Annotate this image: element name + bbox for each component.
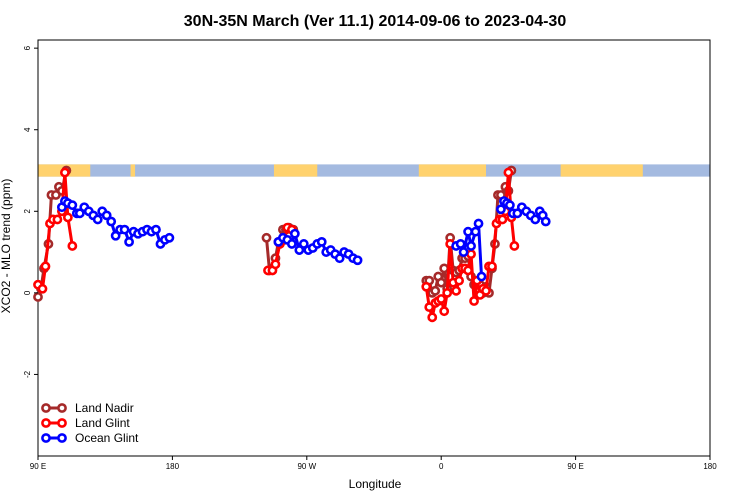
data-point bbox=[298, 239, 309, 249]
data-point bbox=[466, 249, 476, 260]
data-point bbox=[59, 167, 70, 178]
data-point bbox=[473, 218, 484, 229]
data-point bbox=[37, 283, 48, 294]
series-land-nadir bbox=[33, 165, 517, 302]
data-point bbox=[436, 294, 447, 304]
x-tick-label: 0 bbox=[439, 462, 444, 471]
data-point bbox=[289, 228, 300, 239]
data-point bbox=[67, 241, 78, 251]
data-point bbox=[469, 296, 479, 306]
data-point bbox=[530, 214, 541, 225]
data-point bbox=[497, 214, 508, 225]
y-axis: -2 0 2 4 6 bbox=[23, 45, 38, 378]
legend-swatch-marker bbox=[41, 418, 51, 428]
data-point bbox=[455, 239, 466, 249]
legend-label: Land Nadir bbox=[75, 401, 134, 415]
x-tick-label: 90 E bbox=[30, 462, 46, 471]
data-point bbox=[458, 247, 469, 257]
land-band-segment bbox=[418, 164, 486, 177]
series-layer bbox=[33, 165, 551, 323]
data-point bbox=[439, 306, 450, 317]
legend-swatch-marker bbox=[41, 403, 51, 413]
data-point bbox=[92, 214, 103, 225]
data-point bbox=[270, 259, 281, 270]
data-point bbox=[101, 210, 112, 221]
ocean-band bbox=[38, 164, 710, 177]
land-band-segment bbox=[560, 164, 643, 177]
data-point bbox=[62, 212, 73, 223]
data-point bbox=[540, 216, 551, 227]
data-point bbox=[316, 236, 327, 247]
land-band-segment bbox=[273, 164, 318, 177]
data-point bbox=[466, 241, 476, 251]
data-point bbox=[110, 230, 121, 241]
data-point bbox=[261, 232, 272, 243]
legend-swatch-marker bbox=[57, 418, 67, 428]
data-point bbox=[512, 208, 523, 219]
data-point bbox=[119, 224, 130, 235]
data-point bbox=[427, 312, 438, 323]
data-point bbox=[52, 214, 63, 225]
data-point bbox=[454, 275, 465, 286]
land-mask-band bbox=[38, 164, 710, 177]
data-point bbox=[33, 292, 43, 302]
legend-swatch-marker bbox=[41, 433, 51, 443]
y-axis-title: XCO2 - MLO trend (ppm) bbox=[0, 179, 13, 314]
data-point bbox=[496, 204, 506, 215]
data-point bbox=[481, 285, 491, 296]
x-tick-label: 90 E bbox=[567, 462, 583, 471]
data-point bbox=[487, 261, 497, 272]
x-axis: 90 E 180 90 W 0 90 E 180 bbox=[30, 456, 717, 471]
legend-label: Land Glint bbox=[75, 416, 130, 430]
y-tick-label: -2 bbox=[23, 370, 32, 378]
data-point bbox=[67, 200, 78, 211]
plot-frame bbox=[37, 39, 711, 457]
data-point bbox=[40, 261, 51, 272]
data-point bbox=[151, 224, 161, 235]
legend-swatch-marker bbox=[57, 403, 67, 413]
data-point bbox=[439, 263, 450, 274]
data-point bbox=[294, 245, 305, 255]
data-point bbox=[451, 285, 462, 296]
y-tick-label: 2 bbox=[23, 209, 32, 214]
y-tick-label: 0 bbox=[23, 290, 32, 295]
data-point bbox=[476, 271, 487, 282]
data-point bbox=[504, 200, 515, 211]
data-point bbox=[509, 241, 520, 251]
data-point bbox=[334, 253, 345, 264]
data-point bbox=[463, 226, 473, 237]
legend-swatch-marker bbox=[57, 433, 67, 443]
data-point bbox=[430, 285, 441, 296]
data-point bbox=[463, 265, 473, 276]
x-tick-label: 180 bbox=[703, 462, 717, 471]
legend-label: Ocean Glint bbox=[75, 431, 139, 445]
data-point bbox=[164, 232, 175, 243]
series-ocean-glint bbox=[56, 196, 551, 282]
data-point bbox=[503, 167, 514, 178]
data-point bbox=[286, 239, 297, 249]
x-tick-label: 90 W bbox=[297, 462, 316, 471]
data-point bbox=[124, 236, 134, 247]
chart-title: 30N-35N March (Ver 11.1) 2014-09-06 to 2… bbox=[184, 13, 567, 30]
data-point bbox=[470, 226, 481, 237]
data-point bbox=[106, 216, 117, 227]
x-tick-label: 180 bbox=[166, 462, 180, 471]
data-point bbox=[74, 208, 85, 219]
data-point bbox=[436, 277, 447, 288]
x-axis-title: Longitude bbox=[349, 477, 402, 491]
land-band-segment bbox=[130, 164, 136, 177]
y-tick-label: 4 bbox=[23, 127, 32, 132]
data-point bbox=[442, 287, 453, 298]
data-point bbox=[421, 281, 432, 292]
y-tick-label: 6 bbox=[23, 45, 32, 50]
data-point bbox=[352, 255, 363, 266]
